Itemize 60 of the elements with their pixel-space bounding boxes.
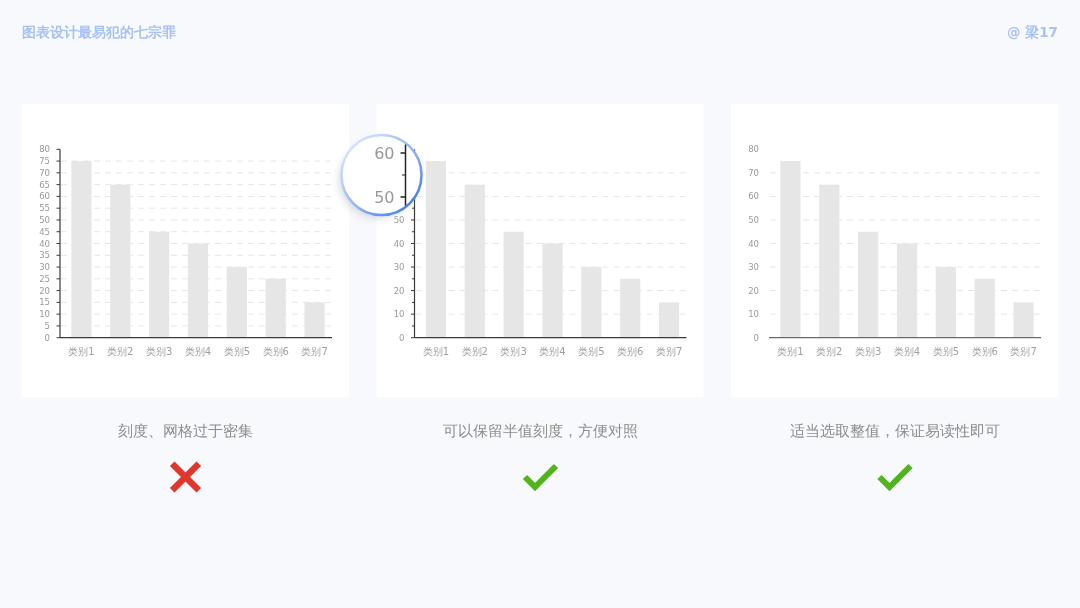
xtick-label: 类别1 [777,345,804,357]
title: 图表设计最易犯的七宗罪 [22,24,176,40]
xtick-label: 类别6 [617,345,644,357]
zoom-label: 50 [374,187,395,207]
ytick-label: 50 [748,214,759,225]
note: @ 梁17 [1007,24,1058,40]
ytick-label: 55 [39,203,50,214]
ytick-label: 30 [393,262,405,273]
ytick-label: 20 [39,285,50,296]
ytick-label: 50 [393,214,405,225]
ytick-label: 20 [393,285,405,296]
xtick-label: 类别5 [932,345,960,357]
xtick-label: 类别6 [971,345,998,357]
xtick-label: 类别7 [301,345,328,357]
xtick-label: 类别4 [539,345,566,357]
xtick-label: 类别3 [145,345,173,357]
ytick-label: 10 [748,309,759,320]
xtick-label: 类别3 [500,345,527,357]
ytick-label: 50 [39,214,50,225]
ytick-label: 70 [748,167,759,178]
caption: 刻度、网格过于密集 [118,422,253,440]
xtick-label: 类别7 [655,345,683,357]
ytick-label: 0 [753,332,759,343]
ytick-label: 40 [393,238,405,249]
xtick-label: 类别4 [893,345,921,357]
ytick-label: 15 [39,297,50,308]
xtick-label: 类别4 [184,345,212,357]
ytick-label: 70 [39,167,50,178]
zoom-label: 60 [374,143,395,163]
ytick-label: 45 [39,226,50,237]
ytick-label: 35 [39,250,50,261]
xtick-label: 类别2 [816,345,843,357]
ytick-label: 30 [39,262,50,273]
xtick-label: 类别5 [578,345,605,357]
ytick-label: 80 [39,144,50,155]
ytick-label: 0 [44,332,50,343]
xtick-label: 类别2 [461,345,488,357]
caption: 可以保留半值刻度，方便对照 [442,422,638,440]
xtick-label: 类别6 [262,345,289,357]
ytick-label: 60 [39,191,50,202]
ytick-label: 65 [39,179,50,190]
ytick-label: 0 [399,332,405,343]
xtick-label: 类别1 [422,345,450,357]
xtick-label: 类别1 [68,345,95,357]
ytick-label: 40 [39,238,50,249]
ytick-label: 30 [748,262,759,273]
caption: 适当选取整值，保证易读性即可 [789,422,1000,440]
ytick-label: 10 [393,309,405,320]
ytick-label: 25 [39,273,50,284]
ytick-label: 75 [39,156,50,167]
ytick-label: 40 [748,238,759,249]
ytick-label: 20 [748,285,759,296]
xtick-label: 类别2 [107,345,134,357]
xtick-label: 类别7 [1010,345,1037,357]
xtick-label: 类别5 [223,345,251,357]
ytick-label: 5 [44,320,50,331]
ytick-label: 80 [748,144,759,155]
ytick-label: 60 [748,191,759,202]
xtick-label: 类别3 [854,345,882,357]
ytick-label: 10 [39,309,50,320]
